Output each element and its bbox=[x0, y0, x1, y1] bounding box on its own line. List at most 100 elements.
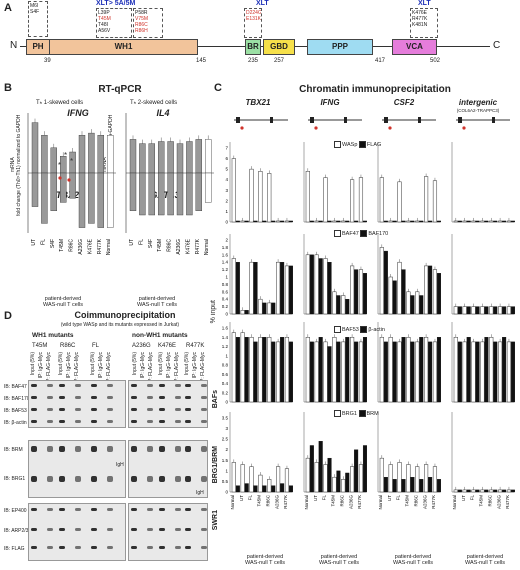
bar-baf170 bbox=[271, 302, 276, 315]
chip-caption-3: patient-derived WAS-null T cells bbox=[393, 554, 433, 566]
domain-vca: VCA bbox=[392, 39, 437, 55]
blot-band bbox=[47, 384, 53, 387]
bar-β-actin bbox=[362, 337, 368, 403]
blot-band bbox=[175, 476, 181, 482]
blot-band bbox=[107, 408, 113, 411]
blot-band bbox=[147, 396, 153, 399]
legend-swatch bbox=[360, 326, 368, 333]
bar-β-actin bbox=[336, 341, 341, 403]
xlt-box-header-1: XLT> 5A/5M bbox=[96, 0, 136, 7]
blot-band bbox=[31, 396, 37, 399]
x-tick-label: T45M bbox=[257, 495, 262, 507]
bar-baf170 bbox=[288, 265, 293, 315]
lane-igg: IP: IgG‐Myc bbox=[66, 352, 72, 379]
bar-flag bbox=[253, 220, 258, 223]
bar-wasp bbox=[471, 220, 476, 223]
bar-β-actin bbox=[419, 337, 424, 403]
bar-ifng bbox=[31, 122, 39, 174]
x-tick-label: UT bbox=[129, 239, 135, 246]
blot-band bbox=[185, 420, 191, 423]
bar-baf53 bbox=[341, 341, 346, 403]
igh-label-1: IgH bbox=[116, 462, 124, 468]
chip-caption-1: patient-derived WAS-null T cells bbox=[245, 554, 285, 566]
bar-wasp bbox=[379, 177, 384, 223]
bar-flag bbox=[493, 220, 498, 223]
primer-site-marker bbox=[314, 126, 318, 130]
blot-band bbox=[75, 546, 81, 549]
blot-band bbox=[31, 384, 37, 387]
blot-band bbox=[159, 508, 165, 511]
exon-box bbox=[458, 117, 462, 123]
lane-flag: IP: FLAG‐Myc bbox=[200, 352, 206, 384]
blot-band bbox=[175, 508, 181, 511]
bar-β-actin bbox=[466, 337, 471, 403]
bar-β-actin bbox=[271, 341, 276, 403]
bar-flag bbox=[309, 220, 314, 223]
lane-input: Input (5%) bbox=[58, 352, 64, 376]
blot-band bbox=[31, 446, 37, 452]
y-tick-label: 5 bbox=[225, 167, 228, 172]
bar-baf47 bbox=[424, 265, 429, 315]
bar-baf53 bbox=[397, 341, 402, 403]
blot-band bbox=[47, 420, 53, 423]
bar-baf47 bbox=[406, 291, 411, 315]
x-tick-label: R477K bbox=[195, 238, 201, 254]
gata3-label: GATA3 bbox=[150, 190, 180, 200]
red-dot-marker bbox=[58, 176, 62, 180]
blot-band bbox=[75, 396, 81, 399]
bar-brm bbox=[262, 485, 267, 493]
mutation-e131k: E131K bbox=[246, 16, 262, 22]
y-tick-label: 3 bbox=[225, 426, 228, 431]
bar-β-actin bbox=[327, 346, 332, 403]
mutation-box-wh1: L39P T45M T48I A56V bbox=[96, 8, 132, 38]
bar-flag bbox=[457, 220, 462, 223]
tick-417: 417 bbox=[375, 58, 386, 64]
x-tick-label: Normal bbox=[230, 495, 235, 510]
th1-subtitle: Tₕ 1-skewed cells bbox=[36, 100, 84, 106]
bar-baf47 bbox=[358, 269, 364, 315]
blot-band bbox=[59, 384, 65, 387]
bar-wasp bbox=[276, 220, 281, 223]
bar-brg1 bbox=[498, 489, 503, 493]
blot-band bbox=[131, 476, 137, 482]
blot-band bbox=[31, 420, 37, 423]
lane-igg: IP: IgG‐Myc bbox=[166, 352, 172, 379]
xlt-box-header-3: XLT bbox=[418, 0, 431, 7]
bar-baf170 bbox=[262, 302, 267, 315]
bar-baf47 bbox=[471, 306, 476, 315]
bar-brm bbox=[428, 477, 433, 493]
exon-box bbox=[384, 117, 388, 123]
bar-baf53 bbox=[471, 341, 476, 403]
bar-β-actin bbox=[502, 337, 507, 403]
mutant-t45m: T45M bbox=[32, 343, 48, 349]
blot-band bbox=[75, 476, 81, 482]
x-tick-label: A236G bbox=[78, 239, 84, 255]
legend-row2: BAF47 BAF170 bbox=[334, 230, 388, 237]
bar-brm bbox=[271, 485, 276, 493]
chip-gene-ifng: IFNG bbox=[320, 98, 340, 107]
bar-gata3 bbox=[139, 172, 146, 216]
x-tick-label: S4F bbox=[148, 239, 154, 248]
y-tick-label: 1 bbox=[225, 353, 228, 358]
bar-il4 bbox=[167, 141, 174, 174]
y-tick-label: 1.8 bbox=[222, 245, 228, 250]
bar-flag bbox=[271, 220, 276, 223]
bar-baf170 bbox=[493, 306, 498, 315]
bar-baf47 bbox=[489, 306, 494, 315]
blot-band bbox=[91, 476, 97, 482]
bar-brm bbox=[484, 489, 489, 493]
blot-band bbox=[31, 528, 37, 531]
mutant-r86c: R86C bbox=[60, 343, 76, 349]
bar-β-actin bbox=[345, 337, 350, 403]
blot-band bbox=[31, 476, 37, 482]
bar-flag bbox=[280, 220, 285, 223]
rtqpcr-charts: UT FL S4F T45M R86C A236G K476E R477K Normal***U… bbox=[27, 113, 214, 255]
complex-bafs: BAFs bbox=[212, 390, 219, 409]
bar-tbx21 bbox=[78, 172, 86, 228]
bar-brg1 bbox=[276, 466, 281, 493]
bar-baf53 bbox=[276, 341, 281, 403]
lane-flag: IP: FLAG‐Myc bbox=[174, 352, 180, 384]
bar-baf53 bbox=[267, 337, 272, 403]
domain-ppp: PPP bbox=[307, 39, 373, 55]
bar-flag bbox=[362, 220, 368, 223]
